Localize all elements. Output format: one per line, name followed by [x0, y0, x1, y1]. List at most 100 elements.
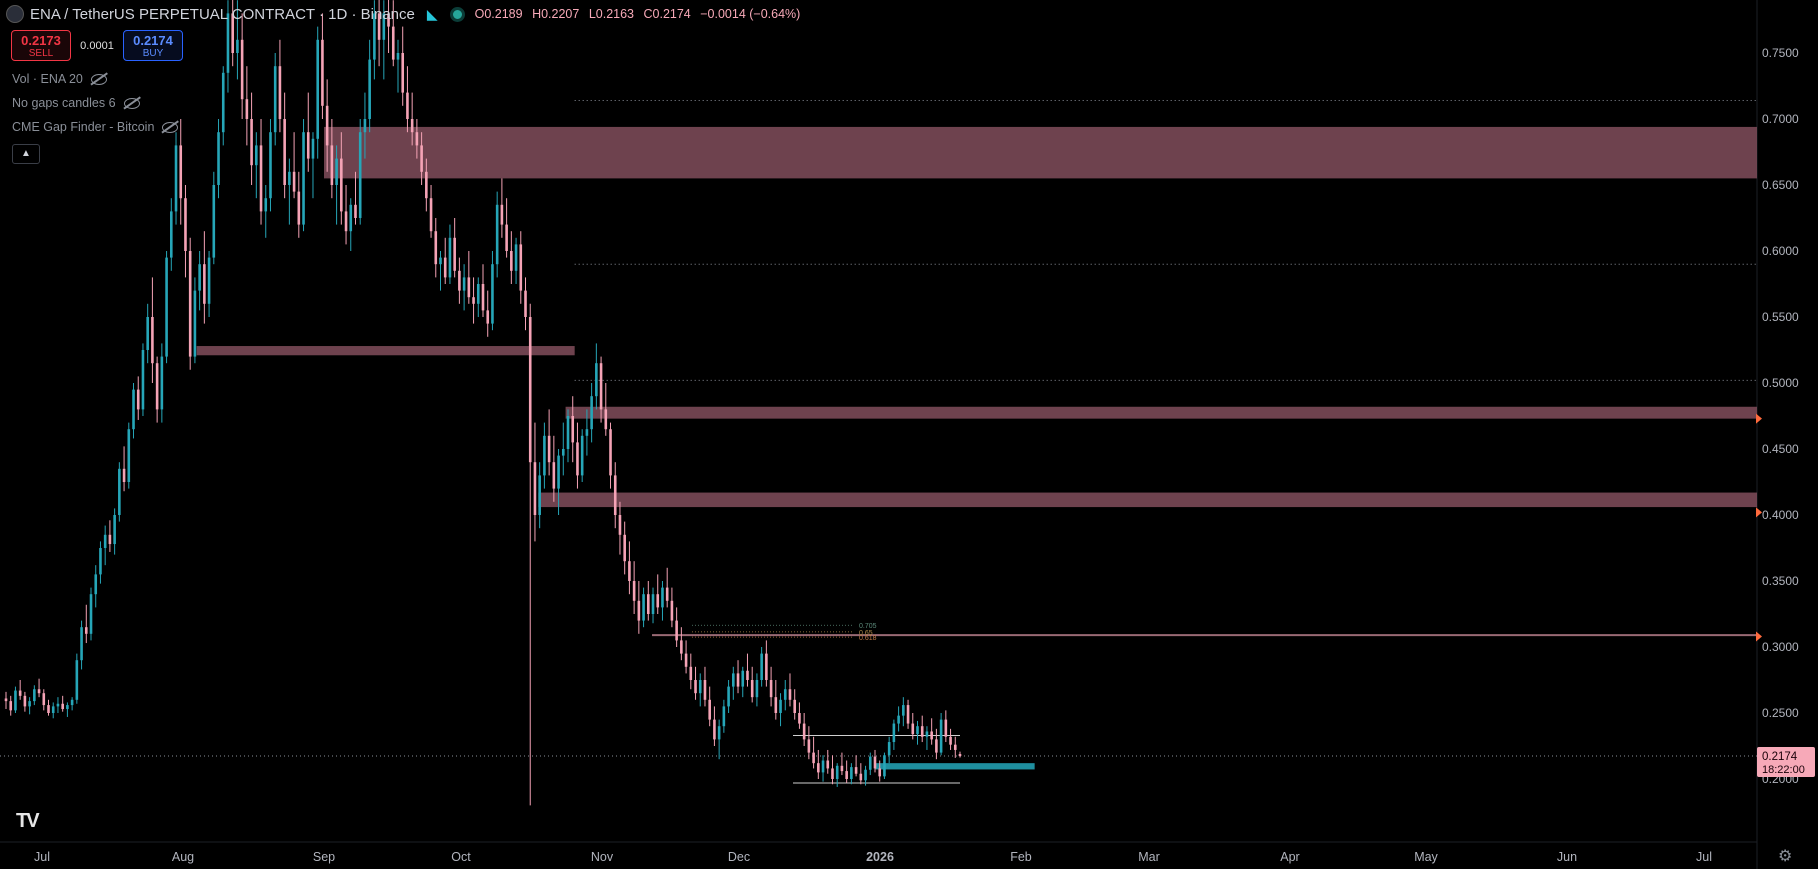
- candle-body: [113, 515, 116, 545]
- y-tick-label: 0.6500: [1762, 178, 1799, 192]
- candle-body: [599, 363, 603, 410]
- candle-body: [854, 767, 858, 774]
- candle-body: [902, 705, 905, 716]
- y-tick-label: 0.6000: [1762, 244, 1799, 258]
- candle-body: [273, 66, 277, 133]
- candle-body: [255, 145, 258, 166]
- candle-body: [354, 204, 357, 218]
- candle-body: [949, 736, 952, 745]
- candle-body: [817, 763, 820, 773]
- candle-body: [646, 594, 650, 614]
- chart-header: ENA / TetherUS PERPETUAL CONTRACT · 1D ·…: [6, 4, 806, 24]
- candle-body: [576, 442, 579, 476]
- candle-body: [694, 680, 697, 694]
- indicator-label: Vol · ENA 20: [12, 72, 83, 86]
- candle-body: [774, 697, 778, 713]
- collapse-indicators-button[interactable]: ▲: [12, 144, 40, 164]
- candle-body: [864, 769, 867, 781]
- candle-body: [28, 701, 31, 707]
- x-tick-label: May: [1414, 850, 1438, 864]
- candle-body: [519, 244, 523, 291]
- candle-body: [80, 627, 83, 661]
- candle-body: [689, 666, 693, 680]
- candle-body: [944, 719, 948, 737]
- candle-body: [122, 468, 126, 482]
- resistance-zone: [324, 126, 1757, 179]
- candle-body: [769, 680, 773, 698]
- buy-button[interactable]: 0.2174 BUY: [123, 30, 183, 61]
- candle-body: [495, 204, 499, 265]
- candle-body: [547, 435, 551, 463]
- y-tick-label: 0.3500: [1762, 574, 1799, 588]
- candle-body: [925, 731, 929, 737]
- support-zone: [875, 763, 1035, 770]
- candle-body: [94, 574, 98, 595]
- x-tick-label: Feb: [1010, 850, 1032, 864]
- candle-body: [892, 723, 896, 743]
- eye-off-icon[interactable]: [162, 121, 179, 133]
- gear-icon[interactable]: ⚙: [1778, 848, 1793, 865]
- candle-body: [708, 699, 711, 720]
- candle-body: [802, 723, 806, 740]
- candle-body: [835, 765, 839, 779]
- candle-body: [387, 13, 390, 27]
- candle-body: [132, 389, 135, 430]
- candle-body: [401, 53, 405, 93]
- candle-body: [920, 726, 924, 737]
- flag-icon[interactable]: ◣: [426, 5, 438, 22]
- candle-body: [684, 653, 688, 667]
- indicator-no-gaps[interactable]: No gaps candles 6: [12, 96, 140, 110]
- candle-body: [108, 534, 112, 545]
- candle-body: [269, 132, 272, 199]
- candle-body: [486, 310, 490, 324]
- fib-level-label: 0.65: [859, 630, 873, 637]
- candle-body: [632, 581, 636, 601]
- candle-body: [358, 132, 362, 218]
- resistance-zone: [196, 346, 575, 356]
- x-tick-label: Mar: [1138, 850, 1160, 864]
- candle-body: [623, 534, 626, 562]
- candle-body: [722, 706, 726, 727]
- candle-body: [538, 475, 541, 515]
- candle-body: [595, 363, 598, 397]
- y-tick-label: 0.7000: [1762, 112, 1799, 126]
- candle-body: [859, 773, 863, 781]
- candle-body: [226, 13, 230, 73]
- alert-marker-icon: [1756, 507, 1762, 518]
- market-status-icon[interactable]: [449, 6, 465, 22]
- ohlc-close: C0.2174: [643, 7, 691, 21]
- candle-body: [585, 429, 589, 436]
- candle-body: [245, 99, 249, 119]
- indicator-cme-gap[interactable]: CME Gap Finder - Bitcoin: [12, 120, 179, 134]
- sell-button[interactable]: 0.2173 SELL: [11, 30, 71, 61]
- eye-off-icon[interactable]: [123, 97, 140, 109]
- indicator-label: CME Gap Finder - Bitcoin: [12, 120, 155, 134]
- candle-body: [760, 653, 763, 680]
- candle-body: [297, 191, 301, 225]
- candle-body: [425, 171, 428, 199]
- symbol-title[interactable]: ENA / TetherUS PERPETUAL CONTRACT · 1D ·…: [30, 5, 415, 23]
- candle-body: [311, 138, 315, 159]
- candle-body: [831, 768, 834, 779]
- candle-body: [283, 119, 286, 185]
- eye-off-icon[interactable]: [90, 73, 107, 85]
- candle-body: [505, 224, 508, 251]
- candle-body: [661, 587, 664, 608]
- candle-body: [335, 158, 338, 185]
- fib-level-label: 0.618: [859, 635, 877, 642]
- x-tick-label: Jul: [34, 850, 50, 864]
- x-tick-label: Aug: [172, 850, 194, 864]
- candle-body: [136, 389, 140, 410]
- y-tick-label: 0.4000: [1762, 508, 1799, 522]
- candle-body: [179, 145, 183, 199]
- candle-body: [845, 771, 848, 779]
- resistance-zone: [565, 406, 1757, 419]
- candle-body: [236, 39, 239, 53]
- candle-body: [221, 72, 225, 133]
- candle-body: [580, 435, 584, 476]
- candle-body: [868, 756, 872, 770]
- indicator-volume[interactable]: Vol · ENA 20: [12, 72, 107, 86]
- candle-body: [736, 673, 740, 687]
- candle-body: [462, 277, 466, 291]
